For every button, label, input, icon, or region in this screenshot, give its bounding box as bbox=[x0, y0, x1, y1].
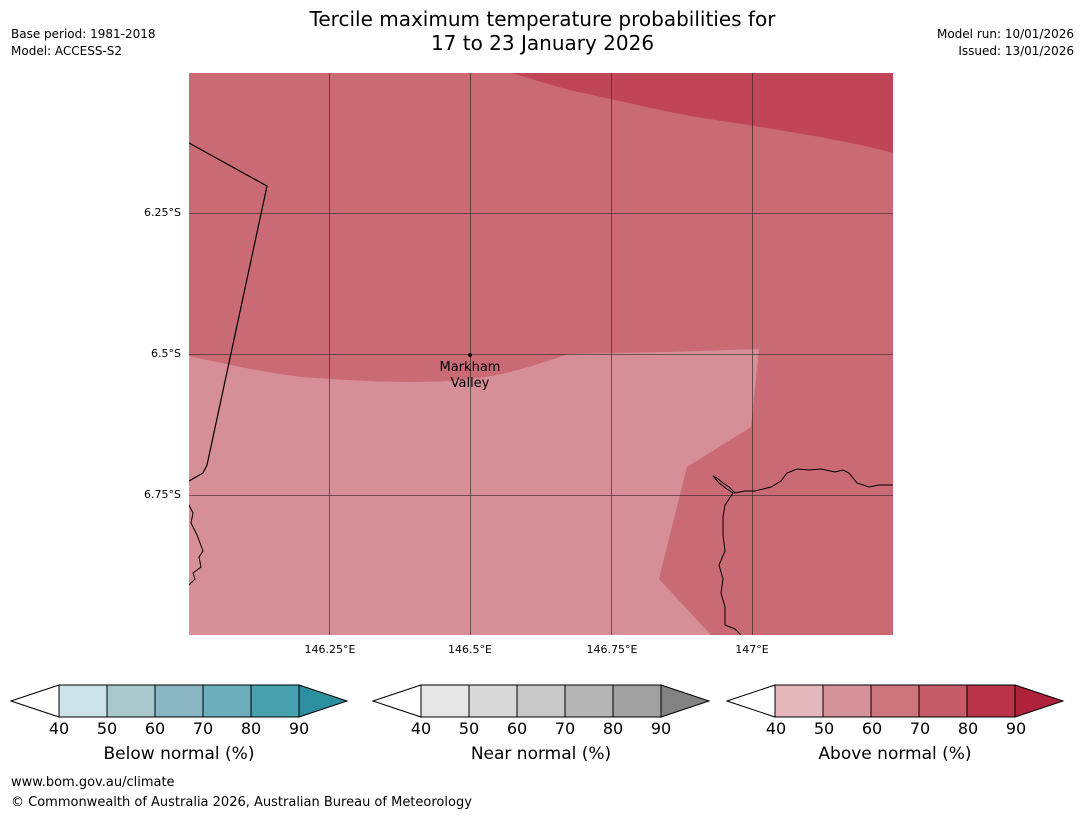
meta-right: Model run: 10/01/2026 Issued: 13/01/2026 bbox=[937, 26, 1074, 60]
colorbar-segment-70-80 bbox=[918, 684, 968, 718]
model-run-text: Model run: 10/01/2026 bbox=[936, 27, 1074, 41]
above-normal-colorbar bbox=[726, 684, 1065, 718]
province-boundary bbox=[189, 142, 268, 482]
coastline-west bbox=[189, 504, 204, 586]
near-tick-50: 50 bbox=[458, 719, 480, 738]
below-tick-70: 70 bbox=[192, 719, 214, 738]
footer-url[interactable]: www.bom.gov.au/climate bbox=[11, 775, 175, 790]
footer-copyright: © Commonwealth of Australia 2026, Austra… bbox=[11, 795, 472, 810]
above-tick-70: 70 bbox=[909, 719, 931, 738]
lat-label-6-75s: 6.75°S bbox=[144, 488, 181, 501]
below-normal-colorbar bbox=[10, 684, 349, 718]
near-normal-title: Near normal (%) bbox=[470, 744, 612, 764]
graticule bbox=[189, 73, 893, 635]
colorbar-segment-80-90 bbox=[612, 684, 662, 718]
near-normal-colorbar bbox=[372, 684, 711, 718]
place-label-markham-valley: Markham Valley bbox=[440, 360, 501, 392]
colorbar-segment-60-70 bbox=[870, 684, 920, 718]
below-tick-90: 90 bbox=[288, 719, 310, 738]
colorbar-over-triangle bbox=[298, 684, 349, 718]
below-tick-50: 50 bbox=[96, 719, 118, 738]
model-text: Model: ACCESS-S2 bbox=[11, 44, 123, 58]
above-tick-80: 80 bbox=[957, 719, 979, 738]
issued-text: Issued: 13/01/2026 bbox=[958, 44, 1074, 58]
below-normal-title: Below normal (%) bbox=[103, 744, 255, 764]
colorbar-segment-60-70 bbox=[154, 684, 204, 718]
colorbar-segment-40-50 bbox=[420, 684, 470, 718]
lon-label-146-5e: 146.5°E bbox=[448, 643, 492, 656]
near-tick-70: 70 bbox=[554, 719, 576, 738]
near-tick-40: 40 bbox=[410, 719, 432, 738]
coastline-east bbox=[712, 468, 893, 635]
colorbar-segment-70-80 bbox=[564, 684, 614, 718]
below-tick-60: 60 bbox=[144, 719, 166, 738]
colorbar-over-triangle bbox=[1014, 684, 1065, 718]
colorbar-segment-50-60 bbox=[106, 684, 156, 718]
colorbar-segment-80-90 bbox=[966, 684, 1016, 718]
colorbar-segment-40-50 bbox=[774, 684, 824, 718]
place-name-line-1: Markham bbox=[439, 360, 501, 375]
above-tick-50: 50 bbox=[813, 719, 835, 738]
colorbar-segment-50-60 bbox=[822, 684, 872, 718]
probability-map[interactable] bbox=[189, 73, 893, 635]
near-tick-80: 80 bbox=[602, 719, 624, 738]
below-tick-40: 40 bbox=[48, 719, 70, 738]
map-title: Tercile maximum temperature probabilitie… bbox=[0, 7, 1085, 55]
colorbar-segment-70-80 bbox=[202, 684, 252, 718]
place-name-line-2: Valley bbox=[450, 376, 490, 391]
colorbar-under-triangle bbox=[10, 684, 60, 718]
above-tick-60: 60 bbox=[861, 719, 883, 738]
below-tick-80: 80 bbox=[240, 719, 262, 738]
lon-label-147e: 147°E bbox=[735, 643, 769, 656]
above-tick-90: 90 bbox=[1005, 719, 1027, 738]
colorbar-segment-60-70 bbox=[516, 684, 566, 718]
near-tick-60: 60 bbox=[506, 719, 528, 738]
above-tick-40: 40 bbox=[765, 719, 787, 738]
above-normal-title: Above normal (%) bbox=[818, 744, 972, 764]
base-period-text: Base period: 1981-2018 bbox=[11, 27, 156, 41]
colorbar-segment-40-50 bbox=[58, 684, 108, 718]
colorbar-segment-80-90 bbox=[250, 684, 300, 718]
colorbar-segment-50-60 bbox=[468, 684, 518, 718]
lat-label-6-5s: 6.5°S bbox=[151, 347, 181, 360]
near-tick-90: 90 bbox=[650, 719, 672, 738]
colorbar-under-triangle bbox=[726, 684, 776, 718]
markham-valley-marker[interactable] bbox=[468, 353, 472, 357]
colorbar-over-triangle bbox=[660, 684, 711, 718]
title-line-1: Tercile maximum temperature probabilitie… bbox=[309, 7, 776, 31]
title-line-2: 17 to 23 January 2026 bbox=[430, 31, 655, 55]
lat-label-6-25s: 6.25°S bbox=[144, 206, 181, 219]
lon-label-146-75e: 146.75°E bbox=[586, 643, 638, 656]
lon-label-146-25e: 146.25°E bbox=[304, 643, 356, 656]
colorbar-under-triangle bbox=[372, 684, 422, 718]
zone-above-70-80 bbox=[511, 73, 893, 153]
meta-left: Base period: 1981-2018 Model: ACCESS-S2 bbox=[11, 26, 156, 60]
zone-above-50-60 bbox=[189, 349, 759, 635]
